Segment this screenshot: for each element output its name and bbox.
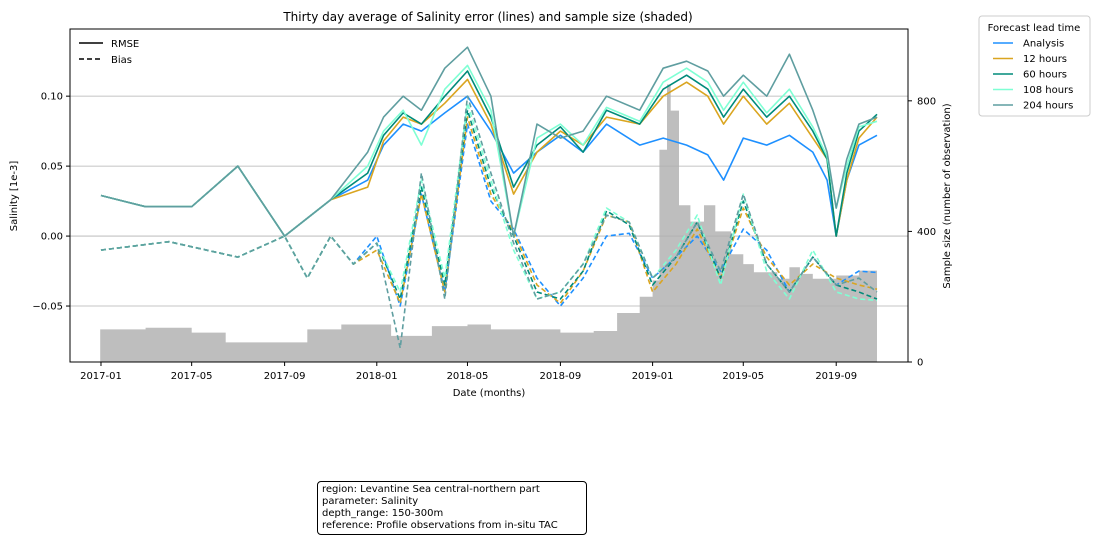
y2-axis-label: Sample size (number of observation) xyxy=(942,103,953,288)
y2-tick-label-1: 400 xyxy=(917,227,936,238)
rmse-line-analysis xyxy=(100,95,878,237)
lead-time-legend: Forecast lead time Analysis 12 hours 60 ho… xyxy=(978,15,1091,117)
y-tick-label-3: 0.10 xyxy=(41,92,63,103)
x-tick-label-2: 2017-09 xyxy=(264,371,306,382)
plot-area xyxy=(69,28,909,363)
legend-title: Forecast lead time xyxy=(988,23,1081,34)
x-tick-label-4: 2018-05 xyxy=(447,371,489,382)
sample-size-area xyxy=(100,84,877,362)
y2-tick-label-2: 800 xyxy=(917,96,936,107)
legend-label-204-hours: 204 hours xyxy=(1023,101,1073,112)
info-reference: reference: Profile observations from in-… xyxy=(322,520,558,531)
bias-line-204-hours xyxy=(100,95,878,349)
bias-line-analysis xyxy=(100,123,878,307)
y-axis-left: −0.05 0.00 0.05 0.10 xyxy=(32,92,70,313)
legend-label-12-hours: 12 hours xyxy=(1023,54,1067,65)
plot-frame xyxy=(69,28,909,363)
legend-frame xyxy=(978,15,1091,117)
info-depth-range: depth_range: 150-300m xyxy=(322,508,444,519)
rmse-line-60-hours xyxy=(100,70,878,237)
rmse-line-12-hours xyxy=(100,78,878,237)
legend-label-108-hours: 108 hours xyxy=(1023,85,1073,96)
x-tick-label-7: 2019-05 xyxy=(722,371,764,382)
legend-label-analysis: Analysis xyxy=(1023,39,1064,50)
rmse-line-204-hours xyxy=(100,46,878,237)
x-tick-label-5: 2018-09 xyxy=(540,371,582,382)
x-tick-label-8: 2019-09 xyxy=(815,371,857,382)
legend-label-60-hours: 60 hours xyxy=(1023,70,1067,81)
y-tick-label-1: 0.00 xyxy=(41,232,63,243)
series-lines xyxy=(100,46,878,349)
bias-legend-label: Bias xyxy=(111,55,132,66)
info-parameter: parameter: Salinity xyxy=(322,496,419,507)
rmse-legend-label: RMSE xyxy=(111,39,139,50)
y-axis-label: Salinity [1e-3] xyxy=(9,161,20,232)
x-tick-label-0: 2017-01 xyxy=(80,371,122,382)
info-box: region: Levantine Sea central-northern p… xyxy=(317,481,587,535)
x-tick-label-3: 2018-01 xyxy=(356,371,398,382)
info-region: region: Levantine Sea central-northern p… xyxy=(322,484,540,495)
x-tick-label-6: 2019-01 xyxy=(632,371,674,382)
y2-tick-label-0: 0 xyxy=(917,358,923,369)
y-tick-label-2: 0.05 xyxy=(41,162,63,173)
y-tick-label-0: −0.05 xyxy=(32,302,63,313)
x-tick-label-1: 2017-05 xyxy=(171,371,213,382)
x-axis-label: Date (months) xyxy=(453,388,526,399)
x-axis: 2017-01 2017-05 2017-09 2018-01 2018-05 2018-… xyxy=(80,362,857,382)
style-legend: RMSE Bias xyxy=(79,39,139,66)
sample-size-bars xyxy=(100,84,877,362)
bias-line-12-hours xyxy=(100,116,878,304)
y-axis-right: 0 400 800 xyxy=(908,96,936,369)
chart-title: Thirty day average of Salinity error (li… xyxy=(282,10,692,24)
